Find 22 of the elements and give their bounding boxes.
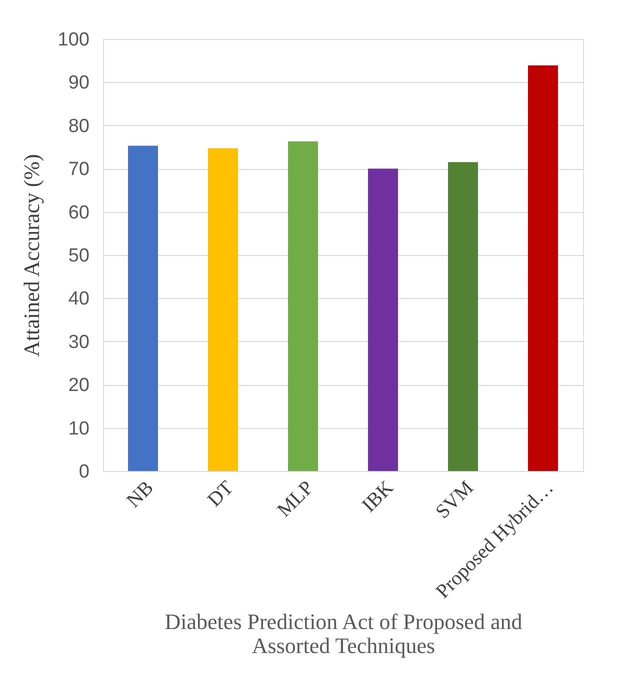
bar — [208, 148, 238, 471]
y-tick-label: 0 — [78, 462, 90, 482]
y-tick-label: 40 — [68, 288, 90, 310]
y-tick-label: 10 — [68, 418, 90, 440]
y-tick-label: 50 — [68, 246, 90, 266]
x-axis-title: Diabetes Prediction Act of Proposed and Assorted Techniques — [164, 609, 522, 658]
x-tick-label: NB — [122, 476, 158, 512]
bar — [528, 65, 558, 471]
y-tick-label: 20 — [68, 375, 90, 396]
bar — [368, 168, 398, 471]
y-tick-label: 100 — [58, 30, 90, 50]
y-tick-label: 60 — [68, 202, 90, 224]
bar — [288, 141, 318, 471]
y-tick-label: 70 — [68, 159, 90, 180]
y-tick-label: 90 — [68, 72, 90, 94]
y-axis-title: Attained Accuracy (%) — [18, 154, 44, 357]
x-tick-label: IBK — [358, 476, 398, 517]
y-tick-label: 80 — [68, 116, 90, 137]
y-tick-label: 30 — [68, 332, 90, 353]
bar — [128, 146, 158, 471]
bar — [448, 162, 478, 471]
x-tick-label: DT — [203, 476, 238, 512]
